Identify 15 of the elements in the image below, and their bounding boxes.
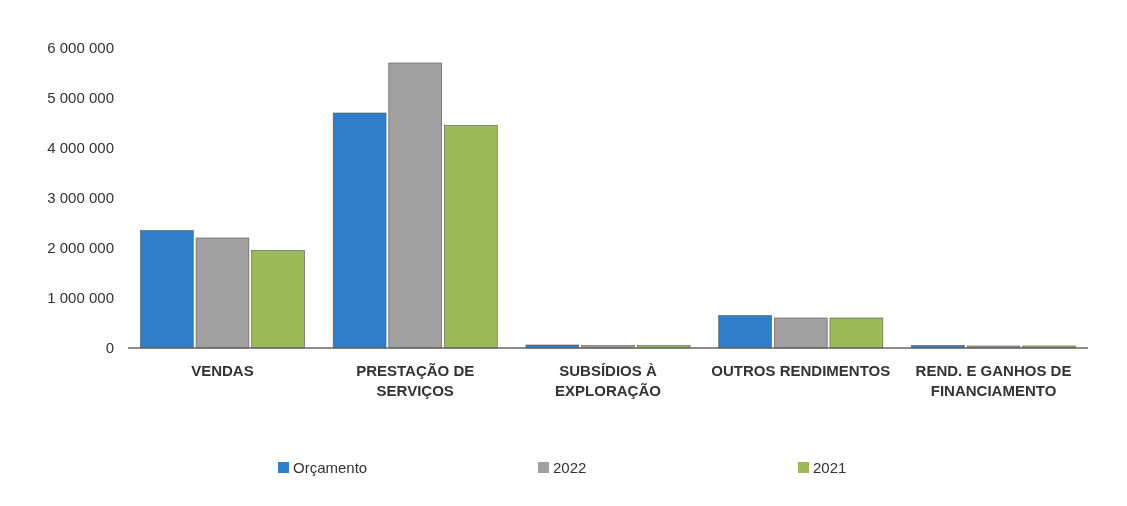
- y-tick-label: 1 000 000: [47, 289, 114, 307]
- y-tick-label: 5 000 000: [47, 89, 114, 107]
- y-tick-label: 0: [105, 339, 114, 357]
- x-tick-label: PRESTAÇÃO DE SERVIÇOS: [356, 362, 475, 399]
- y-tick-label: 6 000 000: [47, 39, 114, 57]
- legend-label: 2022: [553, 459, 587, 477]
- legend-label: 2021: [813, 459, 847, 477]
- y-tick-label: 4 000 000: [47, 139, 114, 157]
- x-tick-label: SUBSÍDIOS À EXPLORAÇÃO: [555, 362, 662, 399]
- y-tick-label: 3 000 000: [47, 189, 114, 207]
- x-tick-label: REND. E GANHOS DE FINANCIAMENTO: [915, 362, 1072, 399]
- x-tick-label: OUTROS RENDIMENTOS: [711, 362, 891, 379]
- y-tick-label: 2 000 000: [47, 239, 114, 257]
- x-tick-label: VENDAS: [191, 362, 254, 379]
- legend-label: Orçamento: [293, 459, 368, 477]
